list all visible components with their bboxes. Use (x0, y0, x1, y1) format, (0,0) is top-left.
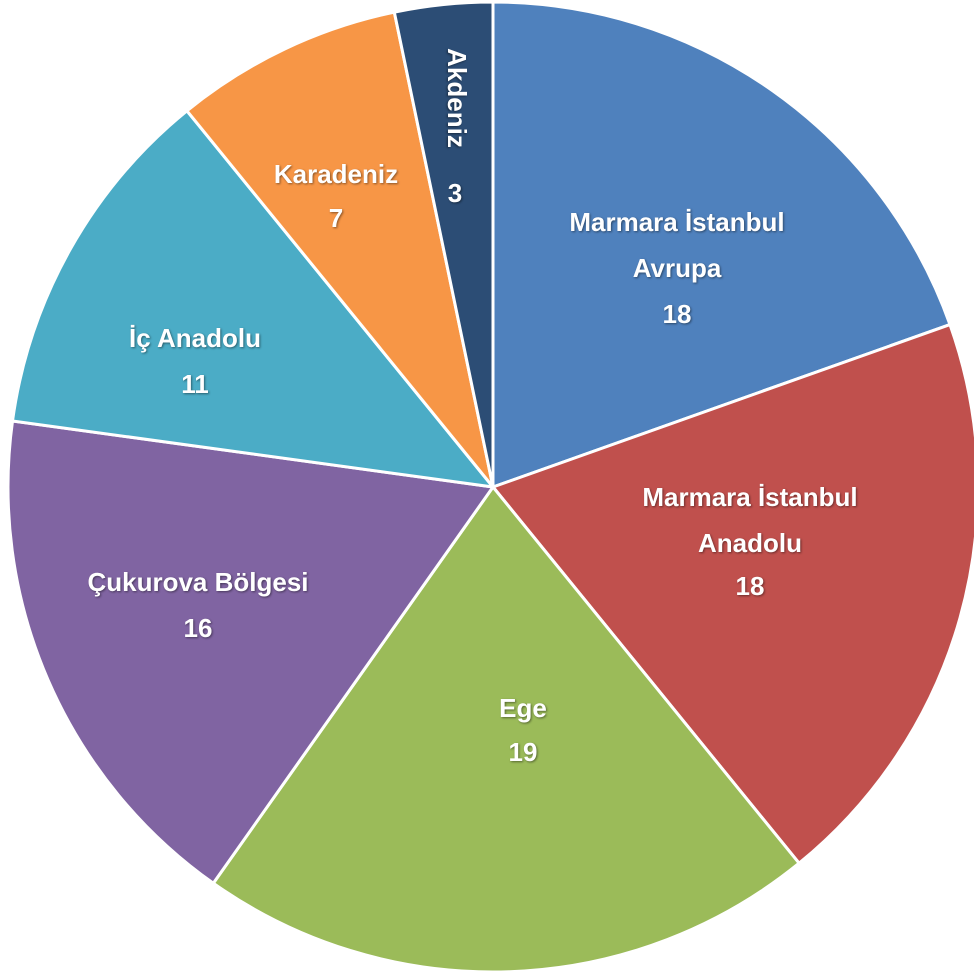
value-label: 19 (509, 737, 538, 767)
slice-label-wrap: Marmara İstanbul Anadolu (590, 450, 910, 590)
slice-label: Marmara İstanbul Avrupa (569, 207, 785, 283)
pie-slice (6, 419, 496, 886)
pie-slice (392, 0, 495, 488)
slice-label-wrap: Marmara İstanbul Avrupa (517, 175, 837, 315)
slice-label-box: Çukurova Bölgesi (38, 512, 358, 652)
slice-label-box: Ege (363, 638, 683, 778)
slice-label-box: Marmara İstanbul Anadolu (590, 450, 910, 590)
slice-label-wrap: Karadeniz (176, 104, 496, 244)
value-label: 7 (329, 203, 343, 233)
slice-label: Çukurova Bölgesi (87, 567, 309, 597)
value-label: 18 (663, 299, 692, 329)
slice-label-wrap: İç Anadolu (35, 268, 355, 408)
value-label: 18 (736, 571, 765, 601)
slice-label-wrap: Çukurova Bölgesi (38, 512, 358, 652)
slice-label: İç Anadolu (129, 323, 261, 353)
slice-label-box: Marmara İstanbul Avrupa (517, 175, 837, 315)
pie-slice (10, 108, 497, 490)
slice-label-box: İç Anadolu (35, 268, 355, 408)
slice-label-box: Karadeniz (176, 104, 496, 244)
value-label: 3 (448, 178, 462, 208)
pie-slice (490, 322, 974, 866)
pie-slice (491, 0, 952, 490)
slice-label-wrap: Ege (363, 638, 683, 778)
value-label: 11 (181, 369, 209, 399)
slice-label: Karadeniz (273, 159, 399, 189)
pie-slice (211, 484, 802, 974)
slice-label: Marmara İstanbul Anadolu (642, 482, 858, 558)
pie-slice (184, 10, 495, 488)
slice-label: Ege (499, 693, 547, 723)
slice-label: Akdeniz (442, 48, 472, 148)
value-label: 16 (184, 613, 213, 643)
